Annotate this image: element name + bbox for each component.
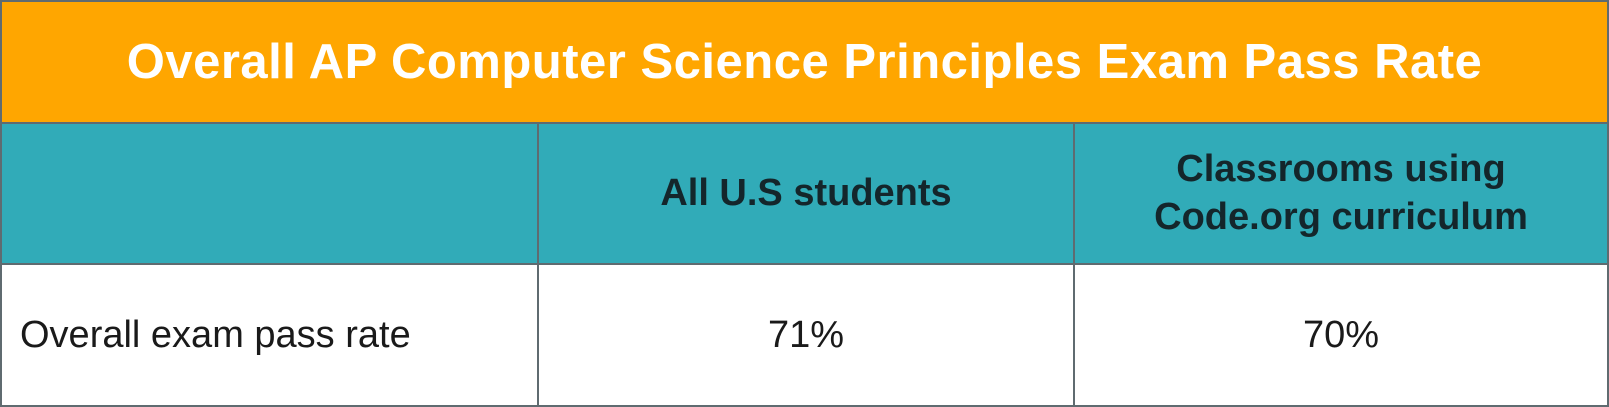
header-cell-all-students: All U.S students [539,124,1075,263]
table-header-row: All U.S students Classrooms using Code.o… [2,124,1607,265]
table-row: Overall exam pass rate 71% 70% [2,265,1607,405]
row-label: Overall exam pass rate [2,265,539,405]
table-title: Overall AP Computer Science Principles E… [2,2,1607,124]
value-all-students: 71% [539,265,1075,405]
value-code-org: 70% [1302,313,1380,356]
header-label-all-students: All U.S students [660,171,952,214]
header-cell-code-org: Classrooms using Code.org curriculum [1075,124,1607,263]
header-label-code-org: Classrooms using Code.org curriculum [1154,148,1528,238]
header-empty-cell [2,124,539,263]
